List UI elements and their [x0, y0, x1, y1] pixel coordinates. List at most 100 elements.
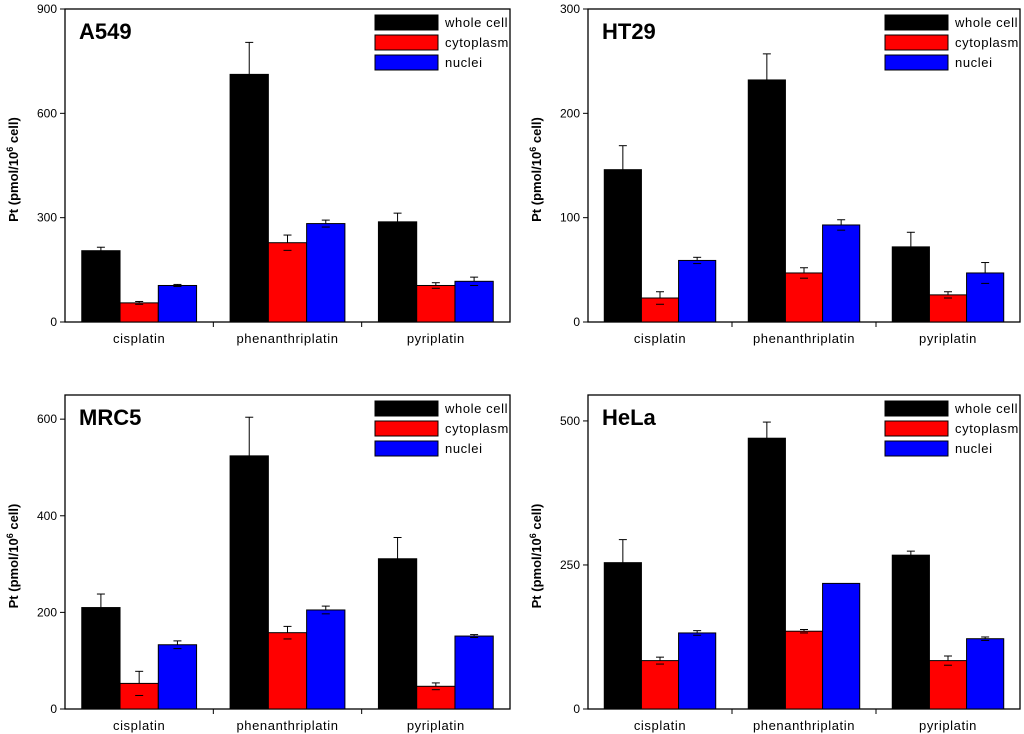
legend-swatch [884, 14, 949, 31]
bar-nuclei-pyriplatin [966, 638, 1005, 710]
bar-whole-cell-phenanthriplatin [747, 79, 786, 323]
legend-label: cytoplasm [445, 421, 509, 436]
bar-nuclei-phenanthriplatin [822, 582, 861, 710]
legend-label: nuclei [445, 55, 483, 70]
bar-cytoplasm-cisplatin [640, 297, 680, 323]
bar-nuclei-cisplatin [678, 259, 717, 323]
bar-whole-cell-phenanthriplatin [229, 73, 269, 323]
legend-label: nuclei [955, 55, 993, 70]
legend-label: whole cell [444, 401, 508, 416]
y-axis-title-sup: 6 [5, 147, 15, 152]
y-axis-title-main: Pt (pmol/10 [529, 152, 544, 222]
bar-nuclei-pyriplatin [966, 272, 1005, 323]
bar-cytoplasm-cisplatin [640, 660, 680, 710]
y-tick-label: 300 [37, 211, 57, 225]
y-axis-title: Pt (pmol/106 cell) [5, 504, 21, 609]
y-tick-label: 200 [560, 106, 580, 120]
panel-title: HT29 [602, 19, 656, 44]
y-axis-title-tail: cell) [529, 504, 544, 534]
x-tick-label: pyriplatin [919, 718, 977, 733]
bar-cytoplasm-pyriplatin [928, 660, 968, 710]
legend-swatch [374, 34, 439, 51]
legend-label: cytoplasm [955, 35, 1019, 50]
x-tick-label: phenanthriplatin [753, 331, 855, 346]
y-axis-title-sup: 6 [528, 533, 538, 538]
y-tick-label: 300 [560, 2, 580, 16]
bar-whole-cell-pyriplatin [891, 554, 930, 710]
y-axis-title: Pt (pmol/106 cell) [528, 117, 544, 222]
chart-panel-2: 0 200 400 600 Pt (pmol/106 cell) cisplatin phe… [5, 394, 511, 733]
legend-label: whole cell [444, 15, 508, 30]
bar-nuclei-phenanthriplatin [306, 223, 346, 323]
bar-cytoplasm-phenanthriplatin [784, 272, 824, 323]
bar-nuclei-cisplatin [157, 284, 198, 323]
bar-nuclei-cisplatin [678, 632, 717, 710]
bar-cytoplasm-pyriplatin [928, 294, 968, 323]
bar-nuclei-pyriplatin [454, 280, 494, 323]
bar-whole-cell-cisplatin [81, 607, 121, 710]
y-axis-title-main: Pt (pmol/10 [529, 538, 544, 608]
bar-whole-cell-cisplatin [603, 562, 642, 710]
bar-cytoplasm-phenanthriplatin [267, 632, 308, 710]
y-tick-label: 0 [573, 315, 580, 329]
y-tick-label: 600 [37, 412, 57, 426]
y-tick-label: 900 [37, 2, 57, 16]
y-axis-title-tail: cell) [6, 117, 21, 147]
y-tick-label: 250 [560, 558, 580, 572]
panel-title: MRC5 [79, 405, 141, 430]
x-tick-label: phenanthriplatin [236, 718, 338, 733]
bar-whole-cell-pyriplatin [377, 558, 418, 710]
bar-cytoplasm-phenanthriplatin [784, 630, 824, 710]
y-axis-title-sup: 6 [5, 533, 15, 538]
bar-cytoplasm-cisplatin [119, 302, 159, 323]
legend-swatch [884, 54, 949, 71]
legend-label: whole cell [954, 401, 1018, 416]
bar-whole-cell-pyriplatin [377, 221, 418, 323]
bar-cytoplasm-pyriplatin [416, 284, 456, 323]
legend-swatch [374, 440, 439, 457]
legend-label: nuclei [955, 441, 993, 456]
legend-swatch [374, 14, 439, 31]
y-tick-label: 0 [50, 315, 57, 329]
chart-panel-1: 0 100 200 300 Pt (pmol/106 cell) cisplatin phe… [528, 2, 1021, 346]
x-tick-label: pyriplatin [919, 331, 977, 346]
y-tick-label: 500 [560, 414, 580, 428]
legend-swatch [884, 400, 949, 417]
y-axis-title: Pt (pmol/106 cell) [5, 117, 21, 222]
legend-swatch [374, 420, 439, 437]
chart-panel-0: 0 300 600 900 Pt (pmol/106 cell) cisplatin phe… [5, 2, 511, 346]
legend-swatch [374, 54, 439, 71]
bar-nuclei-phenanthriplatin [306, 609, 346, 710]
y-axis-title-tail: cell) [529, 117, 544, 147]
panel-title: HeLa [602, 405, 657, 430]
legend-label: whole cell [954, 15, 1018, 30]
y-axis-title-sup: 6 [528, 147, 538, 152]
legend-swatch [374, 400, 439, 417]
bar-nuclei-phenanthriplatin [822, 224, 861, 323]
x-tick-label: pyriplatin [407, 718, 465, 733]
bar-cytoplasm-phenanthriplatin [267, 242, 308, 323]
bar-whole-cell-phenanthriplatin [747, 437, 786, 710]
legend-swatch [884, 440, 949, 457]
x-tick-label: cisplatin [634, 331, 686, 346]
y-axis-title-main: Pt (pmol/10 [6, 152, 21, 222]
y-axis-title: Pt (pmol/106 cell) [528, 504, 544, 609]
x-tick-label: phenanthriplatin [236, 331, 338, 346]
legend-label: nuclei [445, 441, 483, 456]
bar-whole-cell-pyriplatin [891, 246, 930, 323]
y-axis-title-tail: cell) [6, 504, 21, 534]
y-tick-label: 400 [37, 509, 57, 523]
x-tick-label: pyriplatin [407, 331, 465, 346]
panel-title: A549 [79, 19, 132, 44]
chart-panel-3: 0 250 500 Pt (pmol/106 cell) cisplatin phenan… [528, 394, 1021, 733]
y-tick-label: 100 [560, 211, 580, 225]
x-tick-label: cisplatin [634, 718, 686, 733]
legend-label: cytoplasm [955, 421, 1019, 436]
legend-swatch [884, 420, 949, 437]
x-tick-label: cisplatin [113, 718, 165, 733]
bar-nuclei-cisplatin [157, 644, 198, 710]
legend-label: cytoplasm [445, 35, 509, 50]
x-tick-label: phenanthriplatin [753, 718, 855, 733]
bar-whole-cell-phenanthriplatin [229, 455, 269, 710]
